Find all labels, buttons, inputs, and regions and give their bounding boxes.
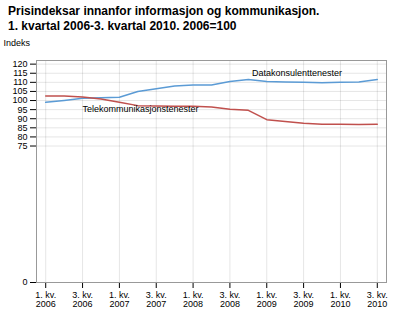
svg-text:1. kv.2006: 1. kv.2006 <box>35 290 56 309</box>
svg-text:3. kv.2006: 3. kv.2006 <box>72 290 93 309</box>
svg-text:3. kv.2009: 3. kv.2009 <box>293 290 314 309</box>
svg-text:85: 85 <box>17 123 27 133</box>
svg-text:115: 115 <box>13 68 27 78</box>
svg-text:80: 80 <box>17 132 27 142</box>
svg-text:Telekommunikasjonstenester: Telekommunikasjonstenester <box>83 104 199 114</box>
svg-text:75: 75 <box>17 141 27 151</box>
html-text:1. kvartal 2006-3. kvartal 201: 1. kvartal 2006-3. kvartal 2010. 2006=10… <box>8 19 237 33</box>
svg-text:120: 120 <box>12 59 27 69</box>
svg-text:90: 90 <box>17 114 27 124</box>
svg-text:Datakonsulenttenester: Datakonsulenttenester <box>252 68 342 78</box>
svg-text:3. kv.2007: 3. kv.2007 <box>146 290 167 309</box>
svg-text:1. kv.2009: 1. kv.2009 <box>256 290 277 309</box>
svg-text:1. kv.2007: 1. kv.2007 <box>109 290 130 309</box>
svg-text:1. kv.2010: 1. kv.2010 <box>330 290 351 309</box>
svg-text:3. kv.2010: 3. kv.2010 <box>367 290 388 309</box>
svg-text:Indeks: Indeks <box>4 38 31 48</box>
html-text:Prisindeksar innanfor informas: Prisindeksar innanfor informasjon og kom… <box>8 4 320 18</box>
svg-text:100: 100 <box>12 95 27 105</box>
svg-text:105: 105 <box>12 86 27 96</box>
svg-text:1. kv.2008: 1. kv.2008 <box>183 290 204 309</box>
svg-text:110: 110 <box>13 77 27 87</box>
svg-text:0: 0 <box>22 277 27 287</box>
svg-text:95: 95 <box>17 105 27 115</box>
svg-text:3. kv.2008: 3. kv.2008 <box>219 290 240 309</box>
